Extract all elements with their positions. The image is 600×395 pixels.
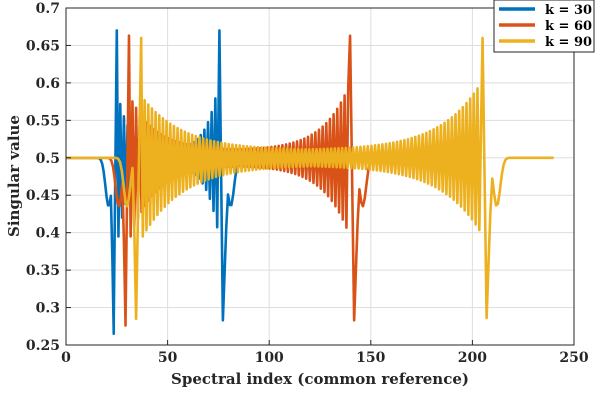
y-tick-label: 0.35 [26, 263, 60, 279]
series-lines [66, 29, 554, 335]
y-tick-label: 0.25 [26, 338, 60, 354]
y-tick-label: 0.5 [36, 151, 60, 167]
x-tick-label: 150 [356, 350, 385, 366]
legend-label-k60: k = 60 [545, 19, 592, 34]
x-tick-label: 100 [255, 350, 284, 366]
y-tick-label: 0.55 [26, 113, 60, 129]
x-axis-label: Spectral index (common reference) [171, 370, 469, 388]
x-tick-label: 250 [559, 350, 588, 366]
y-tick-label: 0.6 [36, 76, 60, 92]
axis-ticks: 0 50 100 150 200 250 0.25 0.3 0.35 0.4 0.45 0.5 0.55… [26, 1, 589, 366]
y-tick-label: 0.4 [36, 226, 61, 242]
legend: k = 30 k = 60 k = 90 [493, 0, 595, 53]
legend-label-k30: k = 30 [545, 3, 592, 18]
x-tick-label: 50 [158, 350, 178, 366]
y-tick-label: 0.7 [36, 1, 60, 17]
x-tick-label: 0 [61, 350, 71, 366]
y-axis-label: Singular value [5, 115, 23, 237]
plot-frame [65, 7, 575, 346]
y-tick-label: 0.3 [36, 301, 60, 317]
x-tick-label: 200 [458, 350, 487, 366]
series-line-3 [66, 36, 554, 321]
y-tick-label: 0.65 [26, 38, 60, 54]
legend-label-k90: k = 90 [545, 35, 592, 50]
y-tick-label: 0.45 [26, 188, 60, 204]
